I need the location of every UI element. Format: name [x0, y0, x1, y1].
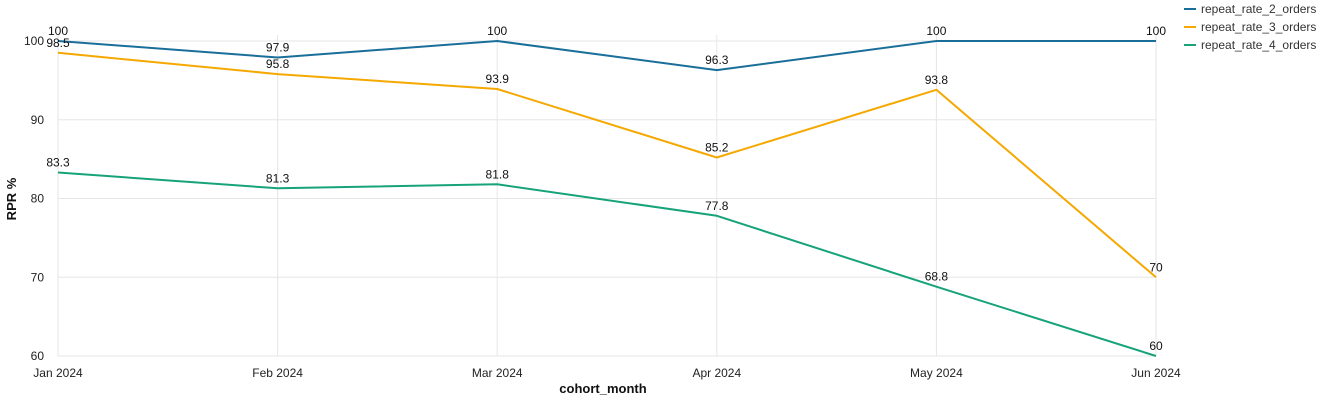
- series-line-repeat_rate_4_orders[interactable]: [57, 171, 1157, 357]
- data-label: 100: [926, 24, 946, 38]
- legend[interactable]: repeat_rate_2_orders repeat_rate_3_orders…: [1184, 2, 1316, 52]
- data-label: 83.3: [46, 156, 70, 170]
- y-tick-label: 80: [31, 192, 45, 206]
- x-axis-ticks: Jan 2024 Feb 2024 Mar 2024 Apr 2024 May 2024…: [33, 366, 1181, 380]
- x-tick-label: Feb 2024: [252, 366, 303, 380]
- data-label: 96.3: [705, 53, 729, 67]
- data-label: 93.9: [486, 72, 510, 86]
- y-axis-ticks: 60 70 80 90 100: [24, 34, 44, 363]
- series-line-repeat_rate_3_orders[interactable]: [57, 51, 1157, 279]
- data-label: 100: [487, 24, 507, 38]
- data-label: 70: [1149, 260, 1163, 274]
- data-label: 81.3: [266, 171, 290, 185]
- data-label: 98.5: [46, 36, 70, 50]
- data-label: 97.9: [266, 41, 290, 55]
- x-tick-label: Jun 2024: [1131, 366, 1181, 380]
- data-label: 95.8: [266, 57, 290, 71]
- data-label: 85.2: [705, 141, 729, 155]
- grid-lines: [57, 35, 1157, 357]
- series-line-repeat_rate_2_orders[interactable]: [57, 40, 1156, 72]
- legend-label: repeat_rate_2_orders: [1201, 2, 1316, 16]
- data-label: 93.8: [925, 73, 949, 87]
- y-axis-title: RPR %: [4, 177, 19, 220]
- y-tick-label: 60: [31, 349, 45, 363]
- legend-item-repeat_rate_4_orders[interactable]: repeat_rate_4_orders: [1184, 38, 1316, 52]
- data-label: 100: [48, 24, 68, 38]
- series-lines: [57, 40, 1157, 357]
- x-tick-label: Apr 2024: [692, 366, 741, 380]
- legend-label: repeat_rate_3_orders: [1201, 20, 1316, 34]
- legend-item-repeat_rate_2_orders[interactable]: repeat_rate_2_orders: [1184, 2, 1316, 16]
- y-tick-label: 70: [31, 270, 45, 284]
- y-tick-label: 90: [31, 113, 45, 127]
- x-tick-label: Jan 2024: [33, 366, 83, 380]
- data-label: 100: [1146, 24, 1166, 38]
- x-axis-title: cohort_month: [559, 381, 646, 396]
- legend-item-repeat_rate_3_orders[interactable]: repeat_rate_3_orders: [1184, 20, 1316, 34]
- data-label: 60: [1149, 339, 1163, 353]
- data-label: 81.8: [486, 167, 510, 181]
- x-tick-label: May 2024: [910, 366, 963, 380]
- legend-label: repeat_rate_4_orders: [1201, 38, 1316, 52]
- y-tick-label: 100: [24, 34, 44, 48]
- x-tick-label: Mar 2024: [472, 366, 523, 380]
- data-label: 68.8: [925, 270, 949, 284]
- data-label: 77.8: [705, 199, 729, 213]
